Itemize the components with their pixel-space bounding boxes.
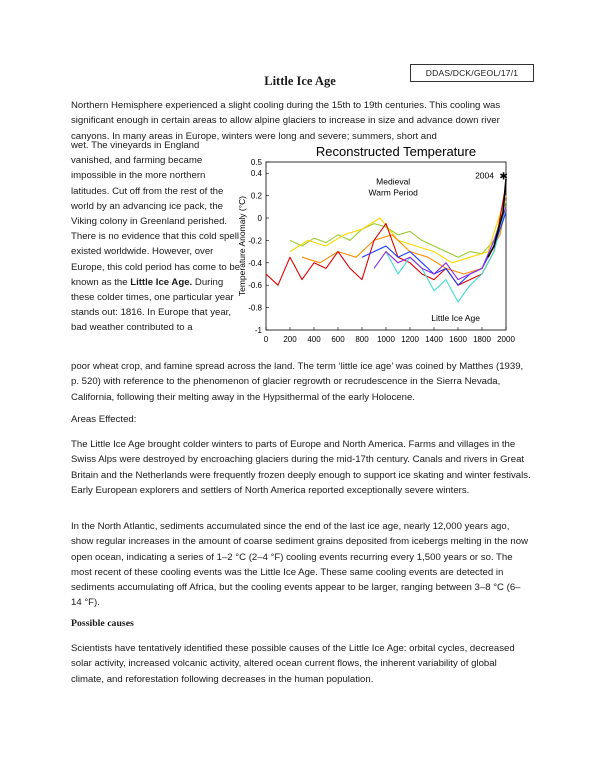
x-tick-label: 400 — [307, 335, 321, 344]
areas-paragraph-1: The Little Ice Age brought colder winter… — [71, 439, 531, 496]
x-tick-label: 1400 — [425, 335, 443, 344]
intro-paragraph: Northern Hemisphere experienced a slight… — [71, 100, 501, 142]
y-tick-label: 0.2 — [251, 192, 263, 201]
y-tick-label: 0.5 — [251, 158, 263, 167]
series-line-1 — [289, 201, 507, 258]
series-line-3 — [301, 206, 507, 275]
x-tick-label: 1600 — [449, 335, 467, 344]
page-title: Little Ice Age — [264, 74, 336, 88]
series-line-5 — [385, 206, 507, 303]
causes-heading: Possible causes — [71, 618, 134, 629]
y-axis-label: Temperature Anomaly (°C) — [237, 196, 247, 296]
x-tick-label: 200 — [283, 335, 297, 344]
series-line-8 — [487, 178, 507, 258]
y-tick-label: -0.4 — [248, 259, 262, 268]
annotation-2004: 2004 — [475, 170, 494, 180]
series-line-4 — [265, 184, 507, 286]
wrap-text: wet. The vineyards in England vanished, … — [71, 140, 241, 288]
annotation-star: ✱ — [499, 171, 507, 182]
little-ice-age-term: Little Ice Age. — [130, 276, 193, 288]
x-tick-label: 2000 — [497, 335, 515, 344]
y-tick-label: -0.6 — [248, 281, 262, 290]
x-tick-label: 0 — [264, 335, 269, 344]
temperature-chart: Reconstructed Temperature 0.5 0.4 0.2 0 -0.2 -… — [237, 144, 515, 344]
annotation-medieval-line2: Warm Period — [369, 187, 419, 197]
x-tick-label: 1800 — [473, 335, 491, 344]
y-tick-label: -1 — [255, 326, 263, 335]
areas-heading: Areas Effected: — [71, 414, 137, 425]
x-tick-label: 1200 — [401, 335, 419, 344]
y-tick-label: 0.4 — [251, 169, 263, 178]
causes-paragraph: Scientists have tentatively identified t… — [71, 643, 515, 685]
wrapped-paragraph: wet. The vineyards in England vanished, … — [71, 138, 243, 336]
y-tick-label: -0.8 — [248, 304, 262, 313]
x-tick-label: 1000 — [377, 335, 395, 344]
after-wrap-paragraph: poor wheat crop, and famine spread acros… — [71, 361, 524, 403]
series-line-7 — [373, 206, 507, 281]
document-code: DDAS/DCK/GEOL/17/1 — [410, 64, 534, 82]
y-tick-label: -0.2 — [248, 236, 262, 245]
areas-paragraph-2: In the North Atlantic, sediments accumul… — [71, 521, 529, 609]
x-tick-label: 600 — [331, 335, 345, 344]
chart-title: Reconstructed Temperature — [316, 144, 476, 159]
annotation-medieval-line1: Medieval — [376, 176, 410, 186]
x-tick-label: 800 — [355, 335, 369, 344]
annotation-little-ice-age: Little Ice Age — [431, 313, 480, 323]
y-tick-label: 0 — [258, 214, 263, 223]
wrap-after: During these colder times, one particula… — [71, 276, 234, 334]
